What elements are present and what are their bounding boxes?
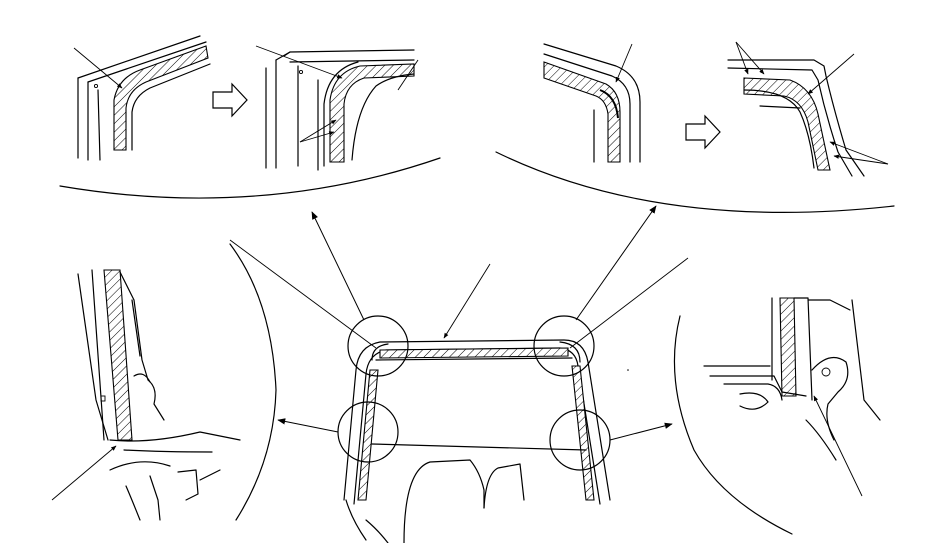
- callout-leader: [829, 141, 889, 165]
- callout-leader: [569, 257, 689, 349]
- callout-leader: [735, 41, 749, 75]
- panel-top-right-after: [727, 41, 889, 177]
- detail-boundary: [673, 315, 793, 535]
- panel-bottom-left-lower: [51, 243, 277, 521]
- callout-leader: [397, 59, 419, 91]
- panel-top-left-after: [255, 45, 419, 171]
- bolt-hole-icon: [298, 69, 304, 75]
- bolt-hole-icon: [821, 367, 831, 377]
- magnifier-circle-top-right: [533, 315, 595, 377]
- panel-bottom-right-lower: [673, 297, 881, 535]
- callout-leader: [229, 239, 377, 349]
- callout-leader: [813, 395, 863, 497]
- panel-top-left-before: [73, 35, 211, 161]
- callout-leader: [299, 119, 337, 143]
- bolt-hole-icon: [93, 83, 99, 89]
- callout-leader: [443, 263, 491, 339]
- callout-leader: [51, 445, 117, 501]
- callout-leader: [833, 154, 889, 165]
- callout-leader: [735, 41, 765, 75]
- panel-top-right-before: [543, 43, 641, 163]
- step-arrow-icon: [685, 114, 721, 150]
- magnifier-circle-top-left: [347, 315, 409, 377]
- detail-pointer-arrow: [277, 418, 339, 433]
- callout-leader: [807, 53, 855, 95]
- callout-leader: [299, 131, 335, 143]
- stray-mark: [627, 369, 629, 371]
- main-view: [229, 239, 689, 543]
- detail-boundary: [59, 157, 441, 199]
- bolt-hole-icon: [100, 395, 106, 402]
- callout-leader: [73, 47, 123, 89]
- detail-boundary: [495, 151, 895, 213]
- step-arrow-icon: [212, 82, 248, 118]
- detail-boundary: [229, 243, 277, 521]
- callout-leader: [615, 43, 633, 83]
- callout-leader: [255, 45, 343, 79]
- detail-pointer-arrow: [575, 205, 657, 321]
- detail-pointer-arrow: [311, 211, 365, 321]
- detail-pointer-arrow: [609, 422, 673, 441]
